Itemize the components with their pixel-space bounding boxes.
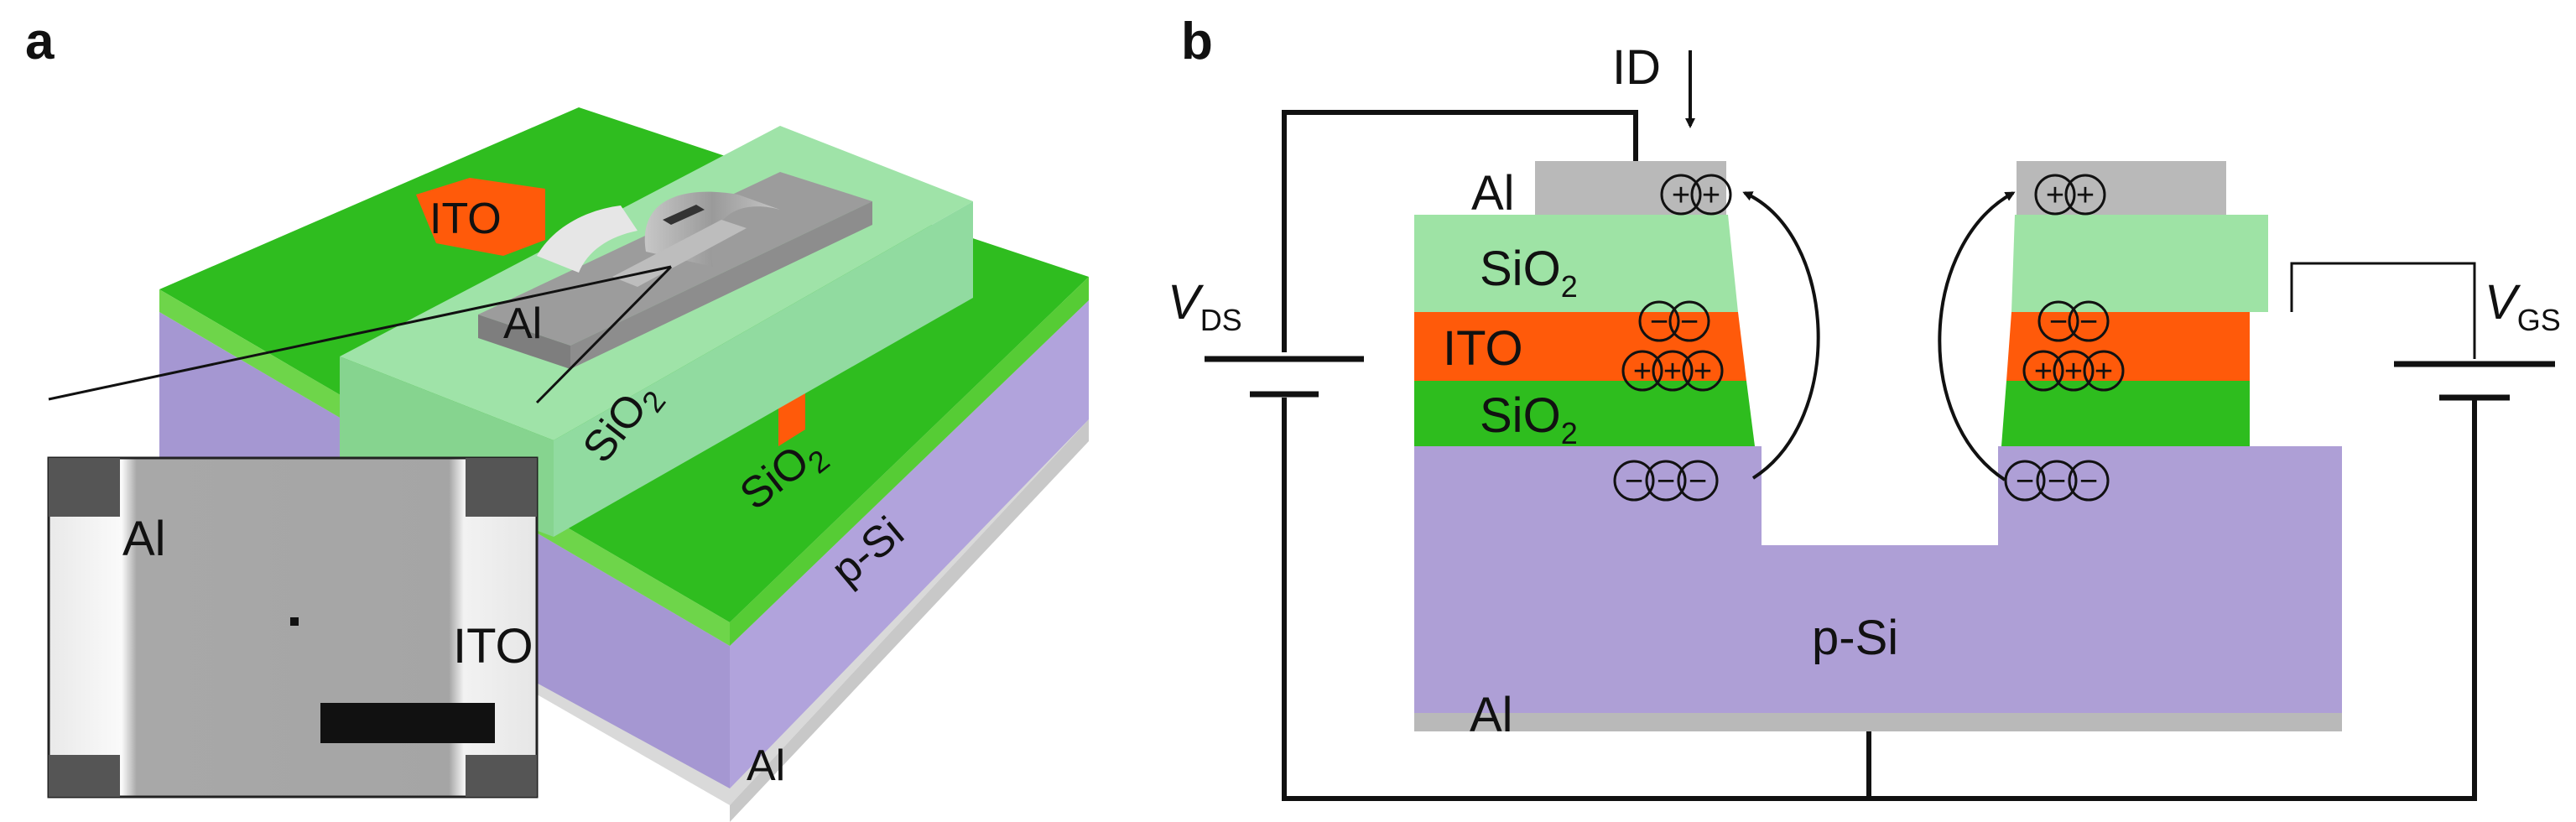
svg-text:−: − [2048,464,2066,499]
circuit-wires [1282,110,2477,801]
charge-plus [2083,350,2125,392]
al-bridge [478,172,872,369]
layer-sio2-bottom-right [2001,381,2250,446]
charge-minus [2036,460,2078,502]
layer-ito-left [1414,312,1746,381]
sem-corner-tr [466,458,537,517]
wire-bottom-loop [1282,398,2477,801]
charge-transfer-arrow-left [1742,191,1820,480]
charge-minus [2037,300,2079,342]
layer-ito-right [2006,312,2250,381]
label-vds: VDS [1168,275,1242,337]
label-ito-top: ITO [429,195,502,243]
sem-label-al: Al [122,512,166,566]
svg-text:+: + [2095,354,2113,389]
panel-a: a [25,13,1089,822]
charge-plus [1621,350,1663,392]
charge-minus [1645,460,1687,502]
zoom-line-right [535,265,673,404]
charge-minus [2068,460,2110,502]
sem-label-ito: ITO [453,619,533,674]
sem-nanohole [290,617,299,626]
charge-plus [2053,350,2095,392]
charge-plus [1652,350,1694,392]
charge-minus [1613,460,1655,502]
svg-text:−: − [1650,304,1668,340]
svg-text:−: − [1657,464,1675,499]
zoom-line-left [48,265,672,401]
svg-text:−: − [2079,464,2098,499]
layer-psi [1414,446,2342,713]
ito-pad-top [416,178,545,256]
sem-corner-tl [49,458,120,517]
svg-text:+: + [1663,354,1682,389]
label-al-back: Al [1470,688,1513,742]
layer-sio2-bottom-left [1414,381,1755,446]
charges [1613,174,2125,502]
svg-text:−: − [1680,304,1699,340]
charge-minus [2068,300,2110,342]
layer-al-contact-right [2017,161,2226,215]
svg-text:+: + [2046,178,2064,213]
svg-text:+: + [2076,178,2095,213]
charge-signs: + + + + − − − − + + + + + + − − − − − − [1625,178,2113,499]
label-al-contact: Al [1471,166,1515,221]
sem-scale-bar [320,703,495,743]
label-vgs: VGS [2485,275,2561,337]
svg-text:−: − [2079,304,2098,340]
charge-plus [1690,174,1732,216]
svg-text:+: + [1702,178,1720,213]
layer-sio2-top-right [2011,215,2268,312]
charge-plus [2064,174,2106,216]
charge-plus [1660,174,1702,216]
charge-minus [1677,460,1719,502]
label-id: ID [1612,40,1661,95]
label-sio2-top: SiO2 [1480,242,1578,304]
svg-text:+: + [1672,178,1690,213]
wire-vds-top [1282,110,1638,352]
label-ito: ITO [1443,321,1523,376]
sem-corner-br [466,755,537,797]
panel-a-letter: a [25,13,55,70]
svg-text:−: − [2016,464,2034,499]
layer-al-back [1414,713,2342,731]
svg-text:−: − [1689,464,1707,499]
charge-plus [2034,174,2076,216]
svg-text:−: − [1625,464,1643,499]
svg-text:+: + [2034,354,2053,389]
layer-sio2-top-left [1414,215,1738,312]
label-sio2-bottom: SiO2 [1480,388,1578,450]
label-psi-b: p-Si [1812,611,1898,665]
panel-b-letter: b [1181,13,1213,70]
battery-vds [1205,356,1364,398]
wire-vgs-gate [2290,262,2476,359]
charge-minus [1668,300,1710,342]
charge-transfer-arrow-right [1938,191,2016,481]
charge-plus [1682,350,1724,392]
svg-text:+: + [1633,354,1652,389]
charge-plus [2022,350,2064,392]
label-al-bridge: Al [503,299,542,348]
charge-minus [1638,300,1680,342]
svg-text:+: + [1694,354,1712,389]
svg-text:−: − [2049,304,2068,340]
battery-vgs [2394,361,2555,401]
sem-corner-bl [49,755,120,797]
panel-b: b VDS VGS ID [1168,13,2561,801]
svg-text:+: + [2064,354,2083,389]
label-al-bottom: Al [747,741,785,790]
charge-minus [2004,460,2046,502]
sem-inset: Al ITO [47,456,539,799]
